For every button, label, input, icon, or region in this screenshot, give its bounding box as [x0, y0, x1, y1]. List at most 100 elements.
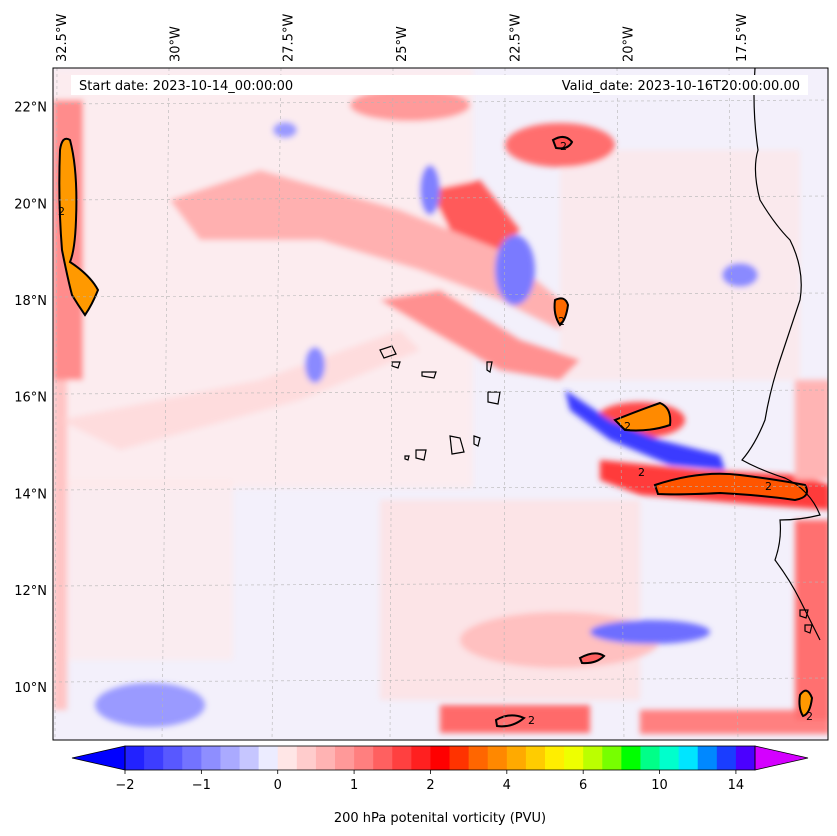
- colorbar-segment: [220, 746, 241, 770]
- pv-maxima: [58, 136, 814, 728]
- latitude-tick-labels: 22°N 20°N 18°N 16°N 14°N 12°N 10°N: [14, 101, 47, 696]
- pv-contour-2: [551, 136, 574, 150]
- pv-contour-2: [798, 689, 814, 718]
- colorbar-tick-label: −1: [192, 778, 211, 793]
- pv-contour-2: [58, 137, 100, 317]
- contour-labels: 2 2 2 2 2 2 2 2: [58, 140, 813, 727]
- colorbar-tick-label: 14: [728, 778, 745, 793]
- colorbar: [71, 745, 809, 771]
- pv-field-negative: [590, 620, 710, 644]
- colorbar-segment: [335, 746, 355, 770]
- colorbar-segment: [258, 746, 279, 770]
- pv-field-pink-wash: [380, 500, 640, 700]
- colorbar-segment: [468, 746, 489, 770]
- colorbar-segment: [564, 746, 584, 770]
- lon-tick-label: 17.5°W: [735, 14, 750, 62]
- pv-field-pink-wash: [560, 150, 800, 380]
- lat-tick-label: 18°N: [14, 294, 47, 309]
- graticule-meridian: [728, 68, 739, 740]
- pv-field: [53, 68, 828, 734]
- pv-field-strip-east: [795, 380, 828, 480]
- lat-tick-label: 12°N: [14, 584, 47, 599]
- longitude-tick-labels: 32.5°W 30°W 27.5°W 25°W 22.5°W 20°W 17.5°W: [55, 14, 750, 62]
- pv-field-negative: [420, 165, 440, 215]
- contour-label: 2: [765, 480, 772, 493]
- colorbar-tick-label: 2: [426, 778, 434, 793]
- colorbar-segment: [506, 746, 527, 770]
- colorbar-segment: [697, 746, 718, 770]
- colorbar-ticks: −2 −1 0 1 2 4 6 10 14: [115, 770, 744, 793]
- graticule-meridian: [389, 68, 394, 740]
- colorbar-segment: [545, 746, 565, 770]
- colorbar-segment: [659, 746, 680, 770]
- colorbar-segment: [583, 746, 603, 770]
- lat-tick-label: 20°N: [14, 197, 47, 212]
- colorbar-segment: [449, 746, 470, 770]
- start-date-text: Start date: 2023-10-14_00:00:00: [79, 79, 293, 94]
- lat-tick-label: 16°N: [14, 391, 47, 406]
- colorbar-extend-high: [754, 745, 809, 771]
- pv-field-band: [380, 290, 580, 380]
- pv-field-negative: [273, 122, 297, 138]
- colorbar-segment: [182, 746, 202, 770]
- cape-verde-island: [421, 371, 437, 379]
- lon-tick-label: 25°W: [395, 26, 410, 62]
- africa-coastline: [741, 68, 821, 641]
- lat-tick-label: 14°N: [14, 487, 47, 502]
- graticule-meridian: [616, 68, 625, 740]
- colorbar-segment: [144, 746, 164, 770]
- colorbar-segment: [716, 746, 737, 770]
- colorbar-segment: [411, 746, 431, 770]
- colorbar-segment: [239, 746, 260, 770]
- colorbar-extend-low: [71, 745, 126, 771]
- colorbar-segment: [392, 746, 412, 770]
- lon-tick-label: 32.5°W: [55, 14, 70, 62]
- valid-date-text: Valid_date: 2023-10-16T20:00:00.00: [562, 79, 800, 94]
- colorbar-segment: [487, 746, 508, 770]
- graticule: [53, 68, 828, 740]
- colorbar-segment: [354, 746, 374, 770]
- contour-label: 2: [624, 420, 631, 433]
- pv-field-band: [170, 170, 560, 330]
- lon-tick-label: 20°W: [622, 26, 637, 62]
- graticule-meridian: [271, 68, 282, 740]
- colorbar-segment: [735, 746, 756, 770]
- pv-field-pink-wash: [53, 480, 233, 660]
- contour-label: 2: [560, 140, 567, 153]
- contour-label: 2: [558, 315, 565, 328]
- pv-contour-2: [553, 297, 570, 327]
- colorbar-segment: [315, 746, 336, 770]
- cape-verde-island: [404, 455, 410, 461]
- pv-field-strip-east: [795, 520, 828, 720]
- graticule-meridian: [503, 68, 506, 740]
- cape-verde-island: [487, 391, 501, 405]
- date-box: [71, 75, 808, 95]
- pv-field-negative: [95, 683, 205, 727]
- lat-tick-label: 10°N: [14, 681, 47, 696]
- colorbar-segment: [125, 746, 145, 770]
- cape-verde-island: [379, 345, 397, 359]
- lon-tick-label: 30°W: [168, 26, 183, 62]
- colorbar-tick-label: 1: [350, 778, 358, 793]
- colorbar-tick-label: 4: [503, 778, 511, 793]
- cape-verde-island: [449, 435, 465, 455]
- colorbar-segment: [430, 746, 451, 770]
- pv-field-negative: [305, 347, 325, 383]
- coastlines: [379, 68, 821, 641]
- contour-label: 2: [528, 714, 535, 727]
- lat-tick-label: 22°N: [14, 101, 47, 116]
- colorbar-segment: [525, 746, 546, 770]
- map-panel: 2 2 2 2 2 2 2 2 Start date: 2023-10-14_0…: [53, 68, 828, 740]
- lon-tick-label: 27.5°W: [282, 14, 297, 62]
- pv-contour-2: [578, 652, 606, 665]
- pv-field-strip-west: [53, 380, 67, 710]
- colorbar-segment: [621, 746, 641, 770]
- pv-field-blob: [350, 89, 470, 121]
- colorbar-tick-label: 0: [274, 778, 282, 793]
- cape-verde-island: [486, 361, 493, 373]
- graticule-meridian: [161, 68, 170, 740]
- pv-field-negative: [565, 390, 725, 470]
- pv-field-band: [430, 180, 520, 250]
- colorbar-segment: [640, 746, 661, 770]
